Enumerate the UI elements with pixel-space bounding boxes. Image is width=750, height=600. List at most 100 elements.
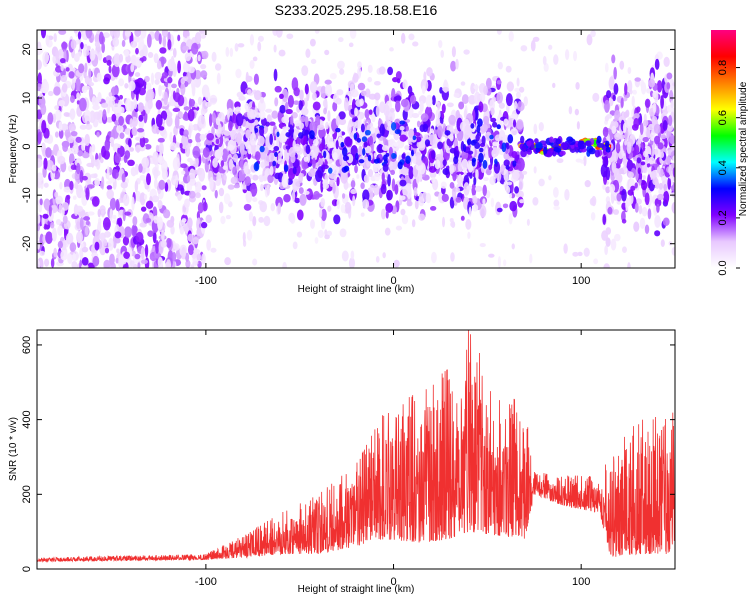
spectrogram-blob [399,179,407,187]
spectrogram-blob [668,134,675,145]
spectrogram-blob [93,173,98,179]
spectrogram-blob [441,216,446,228]
spectrogram-blob [100,181,104,189]
spectrogram-blob [640,161,646,166]
spectrogram-blob [274,85,282,93]
spectrogram-blob [37,131,42,145]
spectrogram-blob [450,60,457,72]
spectrogram-blob [222,165,228,170]
snr-plot-area [37,330,675,569]
spectrogram-blob [341,147,348,157]
spectrogram-blob [124,30,132,38]
spectrogram-blob [323,150,327,159]
spectrogram-blob [181,246,187,259]
spectrogram-blob [450,252,455,262]
spectrogram-blob [183,30,189,39]
spectrogram-blob [67,147,75,154]
spectrogram-blob [490,117,497,123]
spectrogram-blob [533,123,538,135]
spectrogram-blob [244,102,250,111]
spectrogram-blob [119,94,124,100]
snr-y-tick-label: 600 [21,336,33,354]
spectrogram-blob [657,193,665,201]
spectrogram-blob [267,174,274,184]
spectrogram-blob [98,31,104,45]
spectrogram-blob [273,44,277,53]
spectrogram-blob [44,258,50,267]
spectrogram-blob [373,81,381,86]
spectrogram-blob [342,193,346,199]
spectrogram-blob [37,172,44,183]
spectrogram-blob [70,130,78,137]
spectrogram-blob [252,148,256,157]
spectrogram-blob [106,165,110,180]
spectrogram-blob [388,110,395,122]
spectrogram-blob [626,141,632,154]
spectrogram-blob [608,76,615,91]
spectrogram-blob [489,176,496,186]
spectrogram-blob [155,144,160,152]
spectrogram-blob [553,146,560,153]
spectrogram-blob [115,199,120,211]
spectrogram-blob [321,164,329,170]
spectrogram-blob [656,203,660,213]
spectrogram-blob [381,172,385,182]
spectrogram-blob [627,262,631,268]
spectrogram-blob [516,77,520,87]
spectrogram-blob [596,142,605,148]
spectrogram-blob [161,168,168,180]
spectrogram-blob [109,262,116,268]
spectrogram-blob [320,208,327,222]
spectrogram-blob [605,186,611,194]
spectrogram-blob [190,264,195,268]
spectrogram-blob [348,42,354,48]
spectrogram-blob [197,96,203,106]
spectrogram-blob [124,226,132,238]
spectrogram-blob [313,190,321,200]
spectrogram-blob [496,80,502,85]
spectrogram-blob [176,184,184,191]
spectrogram-blob [517,100,522,108]
spectrogram-blob [633,113,640,119]
spectrogram-blob [186,174,191,183]
spectrogram-blob [305,144,311,155]
spectrogram-blob [179,142,183,149]
spectrogram-blob [223,193,231,205]
spectrogram-blob [235,68,242,79]
spectrogram-blob [87,211,95,216]
spectrogram-blob [172,107,181,113]
spectrogram-blob [177,60,181,74]
spectrogram-blob [412,135,417,141]
spectrogram-blob [418,141,426,151]
spectrogram-blob [123,49,130,57]
spectrogram-blob [223,174,227,181]
spectrogram-blob [214,189,218,199]
spectrogram-blob [87,262,95,268]
spectrogram-blob [187,157,193,163]
spectrogram-blob [252,258,258,266]
spectrogram-blob [634,77,642,82]
spectrogram-blob [443,79,448,89]
spectrogram-blob [92,255,100,267]
spectrogram-blob [613,83,619,95]
spectrogram-blob [37,259,41,268]
spectrogram-blob [76,92,81,100]
spectrogram-blob [225,46,230,58]
spectrogram-blob [393,259,400,268]
spectrogram-blob [465,219,472,230]
spectrogram-blob [89,110,96,123]
spectrogram-blob [644,224,650,235]
spectrogram-blob [118,53,124,63]
spectrogram-blob [42,213,49,219]
spectrogram-blob [318,208,323,218]
spectrogram-blob [552,150,557,157]
spectrogram-blob [192,145,201,159]
spectrogram-blob [70,39,77,50]
spectrogram-blob [156,216,163,230]
spectrogram-blob [187,108,195,122]
spectrogram-blob [428,165,437,173]
spectrogram-blob [74,158,82,167]
spectrogram-blob [660,94,664,109]
spectrogram-x-label: Height of straight line (km) [298,284,415,295]
